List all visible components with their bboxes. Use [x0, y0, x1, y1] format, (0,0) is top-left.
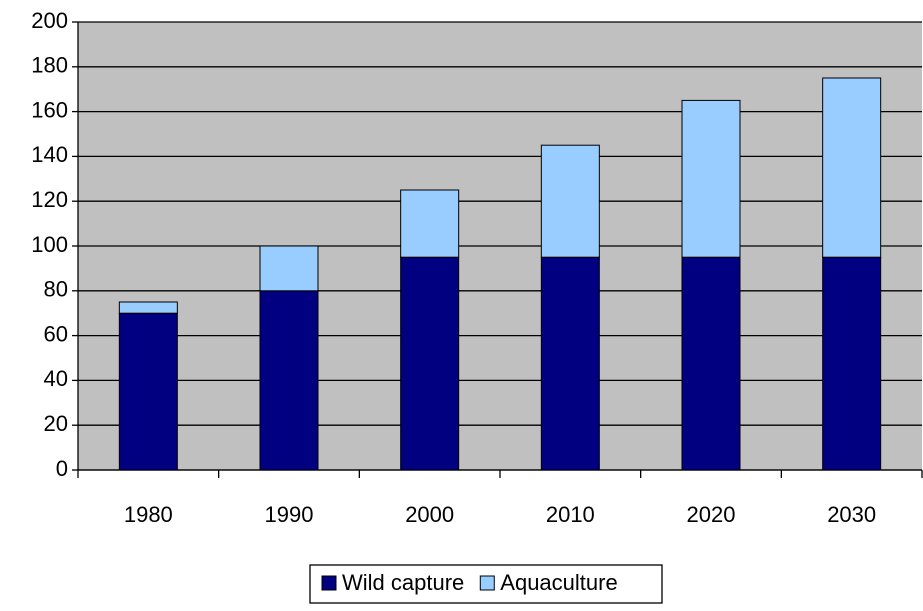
bar-segment: [540, 144, 600, 258]
legend-swatch: [321, 575, 337, 591]
x-tick-label: 2020: [687, 502, 736, 527]
y-tick-label: 80: [44, 277, 68, 302]
x-tick-label: 1980: [124, 502, 173, 527]
legend-swatch: [479, 575, 495, 591]
y-tick-label: 140: [31, 142, 68, 167]
legend-label: Aquaculture: [500, 570, 617, 595]
y-tick-label: 120: [31, 187, 68, 212]
y-tick-label: 20: [44, 411, 68, 436]
bar-segment: [681, 99, 741, 258]
x-tick-label: 2030: [827, 502, 876, 527]
bar-segment: [400, 189, 460, 258]
x-tick-label: 1990: [265, 502, 314, 527]
y-tick-label: 160: [31, 97, 68, 122]
bar-segment: [259, 245, 319, 292]
y-tick-label: 0: [56, 456, 68, 481]
bar-segment: [540, 256, 600, 471]
x-tick-label: 2000: [405, 502, 454, 527]
y-tick-label: 40: [44, 366, 68, 391]
y-tick-label: 60: [44, 321, 68, 346]
bar-segment: [822, 256, 882, 471]
bar-segment: [118, 312, 178, 471]
bar-segment: [118, 301, 178, 314]
y-tick-label: 100: [31, 232, 68, 257]
bar-segment: [681, 256, 741, 471]
x-tick-label: 2010: [546, 502, 595, 527]
bar-segment: [259, 290, 319, 471]
y-tick-label: 200: [31, 8, 68, 33]
bar-segment: [822, 77, 882, 258]
y-tick-label: 180: [31, 53, 68, 78]
legend-label: Wild capture: [342, 570, 464, 595]
bar-segment: [400, 256, 460, 471]
